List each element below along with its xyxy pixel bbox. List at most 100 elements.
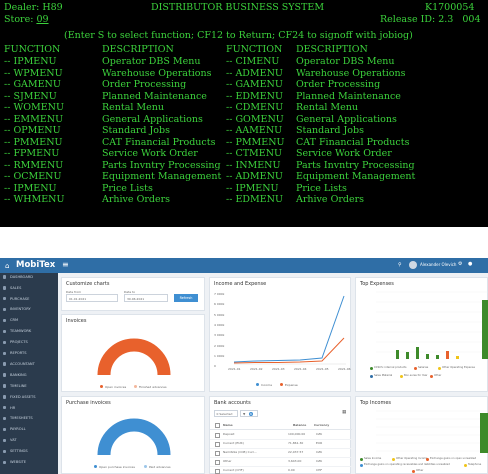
sidebar-item-label: SALES	[10, 285, 22, 290]
sidebar-item-accountant[interactable]: ACCOUNTANT	[0, 360, 58, 369]
bar	[436, 355, 439, 359]
sidebar-item-hr[interactable]: HR	[0, 404, 58, 413]
menu-function[interactable]: -- EDMENU	[226, 90, 283, 102]
menu-function[interactable]: -- PMMENU	[4, 136, 63, 148]
row-checkbox[interactable]	[215, 432, 220, 438]
sidebar-item-label: DASHBOARD	[10, 274, 34, 279]
menu-function[interactable]: -- IPMENU	[4, 56, 57, 67]
sidebar-item-dashboard[interactable]: DASHBOARD	[0, 273, 58, 282]
bar	[396, 350, 399, 359]
sidebar-item-purchase[interactable]: PURCHASE	[0, 295, 58, 304]
table-row[interactable]: Other 3,643.00 CZK	[210, 457, 352, 467]
avatar[interactable]	[409, 261, 417, 269]
row-checkbox[interactable]	[215, 468, 220, 474]
menu-function[interactable]: -- INMENU	[226, 159, 281, 171]
row-checkbox[interactable]	[215, 441, 220, 447]
function-header: FUNCTION	[4, 44, 61, 55]
row-checkbox[interactable]	[215, 450, 220, 456]
column-header[interactable]: Name	[223, 422, 233, 427]
column-header[interactable]: Currency	[314, 422, 330, 427]
legend-dot	[370, 374, 373, 378]
sidebar-icon	[3, 438, 7, 443]
sidebar-item-timesheets[interactable]: TIMESHEETS	[0, 415, 58, 424]
menu-function[interactable]: -- PMMENU	[226, 136, 285, 148]
sidebar-item-reports[interactable]: REPORTS	[0, 349, 58, 358]
menu-function[interactable]: -- EMMENU	[4, 113, 64, 125]
income-expense-card: Income and Expense 7 000k 6 000k 5 000k 4 0…	[209, 277, 351, 392]
menu-function[interactable]: -- CTMENU	[226, 148, 283, 159]
sidebar-icon	[3, 449, 7, 454]
legend-dot	[360, 457, 363, 461]
account-currency: CZK	[316, 450, 323, 454]
menu-function[interactable]: -- IPMENU	[4, 182, 57, 194]
sidebar-item-inventory[interactable]: INVENTORY	[0, 306, 58, 315]
menu-function[interactable]: -- IPMENU	[226, 182, 279, 194]
app-name: MobiTex	[16, 260, 56, 270]
table-row[interactable]: Nemitzka (CCB) Curr... 22,037.57 CZK	[210, 448, 352, 458]
table-row[interactable]: Current (EUR) 71,861.30 EUR	[210, 439, 352, 449]
grid-settings-icon[interactable]: ▦	[342, 410, 347, 415]
menu-description: Service Work Order	[296, 148, 392, 159]
sidebar-item-fixed-assets[interactable]: FIXED ASSETS	[0, 393, 58, 402]
menu-function[interactable]: -- ADMENU	[226, 171, 283, 182]
card-title: Customize charts	[66, 281, 110, 287]
menu-function[interactable]: -- RMMENU	[4, 159, 64, 171]
sidebar-item-settings[interactable]: SETTINGS	[0, 447, 58, 456]
menu-function[interactable]: -- ADMENU	[226, 67, 283, 79]
y-tick-label: 0	[214, 364, 216, 369]
menu-function[interactable]: -- OCMENU	[4, 171, 62, 182]
select-all-checkbox[interactable]	[215, 423, 220, 428]
legend-label: CCSCS: internal products	[374, 366, 407, 369]
sidebar-item-crm[interactable]: CRM	[0, 317, 58, 326]
legend-label: Exchange gains on operating receivables …	[364, 463, 450, 466]
sidebar-item-vat[interactable]: VAT	[0, 437, 58, 446]
store-input[interactable]: 09	[36, 14, 49, 25]
purchase-gauge	[97, 418, 171, 456]
sidebar-icon	[3, 373, 7, 377]
refresh-button[interactable]: Refresh	[174, 294, 198, 302]
sidebar-item-website[interactable]: WEBSITE	[0, 458, 58, 467]
home-icon[interactable]: ⌂	[5, 261, 10, 270]
menu-function[interactable]: -- GAMENU	[4, 79, 61, 90]
search-icon[interactable]: ⚲	[398, 261, 402, 268]
sidebar-item-payroll[interactable]: PAYROLL	[0, 426, 58, 435]
notification-icon[interactable]: ●	[468, 261, 473, 267]
sidebar-item-projects[interactable]: PROJECTS	[0, 338, 58, 347]
menu-function[interactable]: -- WOMENU	[4, 102, 64, 113]
menu-function[interactable]: -- OPMENU	[4, 125, 61, 136]
row-checkbox[interactable]	[215, 459, 220, 465]
menu-icon[interactable]: ≡	[62, 260, 69, 269]
date-to-input[interactable]: 30.06.2021	[124, 294, 168, 302]
menu-description: Planned Maintenance	[296, 90, 401, 102]
account-balance: 100,000.00	[288, 432, 306, 436]
selection-dropdown[interactable]: 0 Selected	[214, 410, 238, 417]
filter-button[interactable]: ▼ 6	[240, 410, 258, 417]
table-row[interactable]: Current (CHF) 0.00 CHF	[210, 466, 352, 474]
sidebar-item-banking[interactable]: BANKING	[0, 371, 58, 380]
menu-function[interactable]: -- AAMENU	[226, 125, 283, 136]
menu-function[interactable]: -- WPMENU	[4, 67, 63, 79]
date-from-input[interactable]: 01.01.2021	[66, 294, 118, 302]
legend-label: Open purchase invoices	[99, 464, 135, 469]
sidebar-item-teamwork[interactable]: TEAMWORK	[0, 328, 58, 337]
menu-function[interactable]: -- WHMENU	[4, 194, 65, 205]
sidebar-item-timeline[interactable]: TIMELINE	[0, 382, 58, 391]
column-header[interactable]: Balance	[293, 422, 307, 427]
sidebar: DASHBOARD SALES PURCHASE INVENTORY CRM TEAMWO…	[0, 273, 58, 474]
menu-function[interactable]: -- GAMENU	[226, 79, 283, 90]
sidebar-item-sales[interactable]: SALES	[0, 284, 58, 293]
card-title: Top Incomes	[360, 400, 392, 406]
user-name[interactable]: Alexander Olevich	[420, 262, 457, 267]
menu-function[interactable]: -- CDMENU	[226, 102, 284, 113]
sidebar-item-label: PURCHASE	[10, 296, 30, 301]
menu-function[interactable]: -- GOMENU	[226, 113, 284, 125]
table-row[interactable]: Deposit 100,000.00 CZK	[210, 430, 352, 440]
menu-function[interactable]: -- CIMENU	[226, 56, 280, 67]
legend-label: Other	[416, 469, 424, 472]
menu-function[interactable]: -- FPMENU	[4, 148, 60, 159]
menu-function[interactable]: -- EDMENU	[226, 194, 283, 205]
menu-function[interactable]: -- SJMENU	[4, 90, 57, 102]
account-name: Nemitzka (CCB) Curr...	[223, 450, 257, 454]
sidebar-item-label: INVENTORY	[10, 307, 31, 312]
settings-icon[interactable]: ⚙	[458, 261, 463, 267]
